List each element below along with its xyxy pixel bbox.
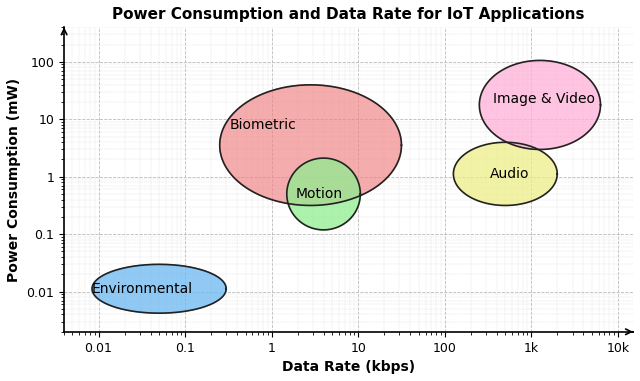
Polygon shape <box>453 142 557 205</box>
Polygon shape <box>479 61 600 149</box>
Polygon shape <box>92 264 226 313</box>
Text: Environmental: Environmental <box>92 282 193 296</box>
Text: Biometric: Biometric <box>230 118 296 132</box>
Polygon shape <box>287 158 360 230</box>
X-axis label: Data Rate (kbps): Data Rate (kbps) <box>282 360 415 374</box>
Y-axis label: Power Consumption (mW): Power Consumption (mW) <box>7 77 21 282</box>
Title: Power Consumption and Data Rate for IoT Applications: Power Consumption and Data Rate for IoT … <box>113 7 585 22</box>
Polygon shape <box>220 85 401 205</box>
Text: Audio: Audio <box>490 167 529 181</box>
Text: Image & Video: Image & Video <box>493 92 595 106</box>
Text: Motion: Motion <box>296 187 343 201</box>
